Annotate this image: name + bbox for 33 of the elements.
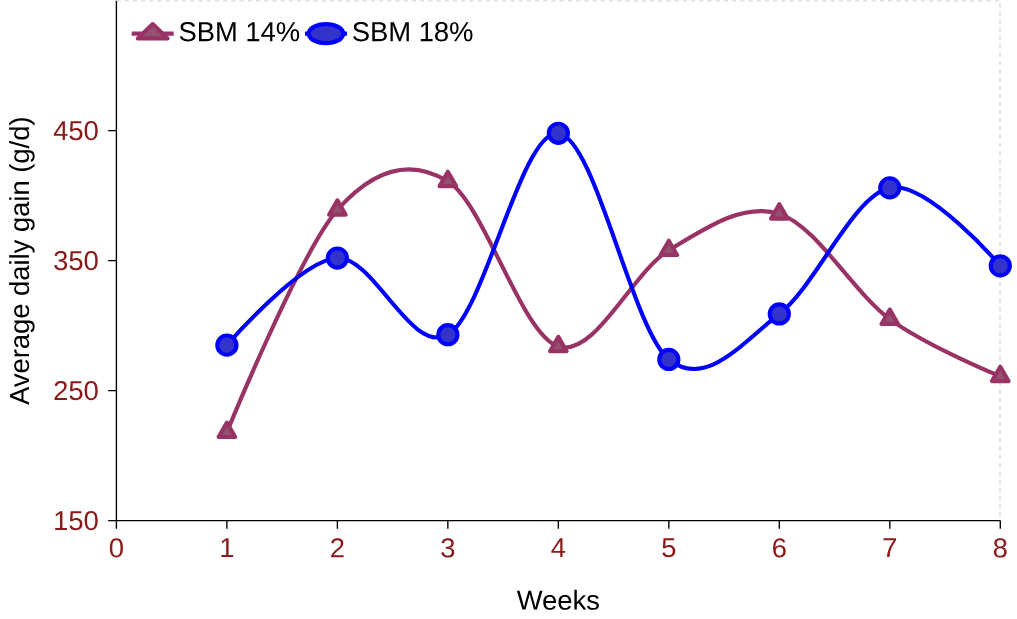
- point: [879, 307, 901, 326]
- x-tick-label: 4: [551, 538, 566, 558]
- x-tick-label: 2: [331, 538, 344, 558]
- point: [767, 302, 791, 326]
- x-tick-label: 5: [662, 538, 676, 558]
- point: [548, 334, 569, 354]
- legend-label: SBM 14%: [179, 22, 300, 42]
- point: [878, 176, 902, 200]
- point: [658, 238, 680, 258]
- y-tick-label: 150: [55, 510, 98, 531]
- point: [546, 121, 570, 145]
- legend-label: SBM 18%: [353, 22, 473, 42]
- point: [436, 323, 460, 347]
- point: [437, 169, 459, 189]
- y-axis-title: Average daily gain (g/d): [9, 118, 35, 405]
- y-tick-label: 450: [53, 120, 98, 141]
- x-tick-label: 7: [883, 538, 897, 558]
- y-tick-label: 350: [54, 250, 98, 271]
- x-tick-label: 1: [221, 538, 234, 558]
- point: [327, 198, 348, 217]
- point: [325, 246, 349, 270]
- point: [216, 420, 238, 440]
- point: [657, 347, 681, 372]
- x-tick-label: 6: [773, 538, 786, 558]
- x-tick-label: 8: [993, 538, 1007, 558]
- x-axis-title: Weeks: [516, 589, 599, 610]
- point: [215, 333, 239, 357]
- point: [768, 202, 790, 221]
- x-tick-label: 0: [109, 538, 123, 558]
- point: [989, 364, 1011, 384]
- x-tick-label: 3: [441, 538, 455, 558]
- y-tick-label: 250: [54, 380, 98, 401]
- point: [988, 254, 1012, 278]
